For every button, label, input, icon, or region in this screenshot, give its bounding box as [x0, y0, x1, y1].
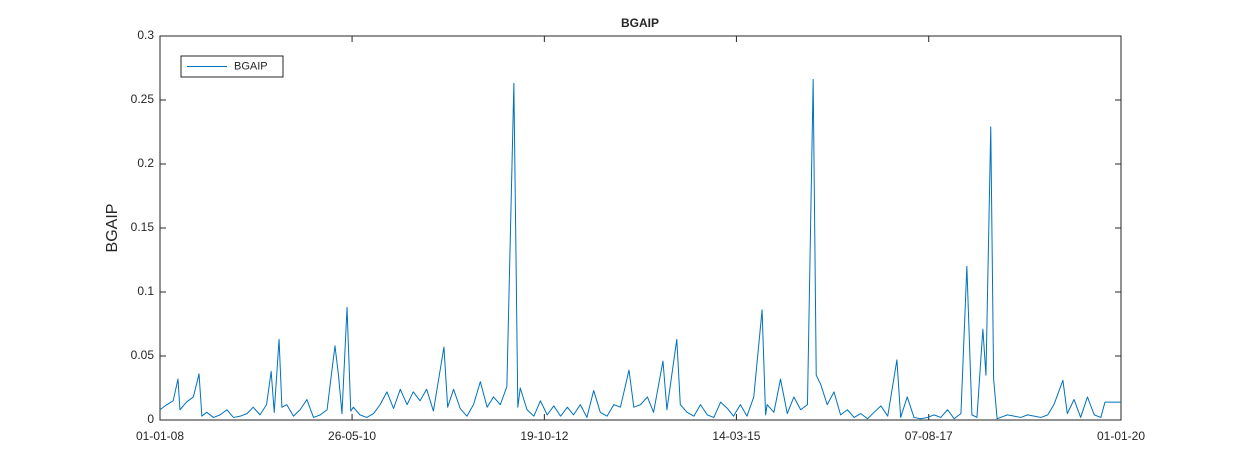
- y-tick-label: 0: [147, 412, 154, 426]
- x-tick-label: 19-10-12: [520, 429, 568, 443]
- y-tick-label: 0.1: [137, 284, 154, 298]
- x-tick-label: 01-01-08: [136, 429, 184, 443]
- y-tick-label: 0.3: [137, 28, 154, 42]
- y-tick-label: 0.05: [131, 348, 155, 362]
- legend-box: [180, 55, 284, 78]
- y-tick-label: 0.25: [131, 92, 155, 106]
- x-tick-label: 07-08-17: [905, 429, 953, 443]
- x-tick-label: 14-03-15: [712, 429, 760, 443]
- y-tick-label: 0.15: [131, 220, 155, 234]
- y-tick-label: 0.2: [137, 156, 154, 170]
- chart-title: BGAIP: [621, 16, 659, 30]
- plot-area: [159, 35, 1122, 421]
- x-tick-label: 01-01-20: [1097, 429, 1145, 443]
- x-tick-label: 26-05-10: [328, 429, 376, 443]
- y-axis-label: BGAIP: [104, 204, 121, 253]
- data-line: [159, 79, 1121, 420]
- legend-label: BGAIP: [234, 60, 268, 72]
